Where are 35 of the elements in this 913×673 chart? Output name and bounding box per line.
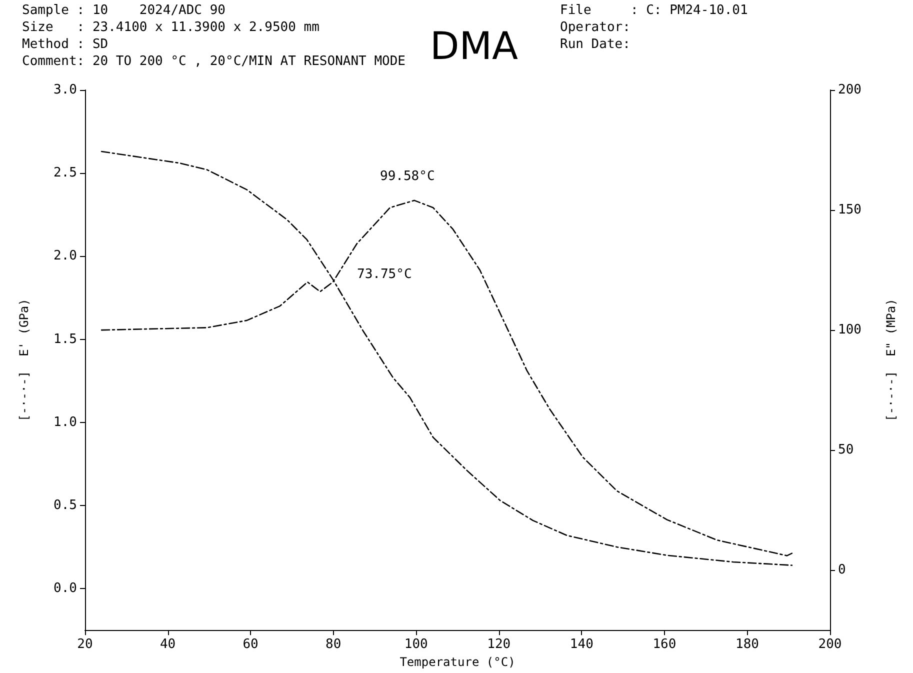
y-tick-label: 2.0 — [54, 248, 77, 264]
x-tick-label: 60 — [242, 637, 258, 652]
y-tick-label: 2.5 — [54, 166, 77, 181]
annotation: 99.58°C — [380, 169, 435, 184]
text: File : C: PM24-10.01 — [560, 3, 748, 18]
y2-tick-label: 50 — [838, 442, 854, 458]
x-tick-label: 100 — [404, 637, 428, 652]
x-tick-label: 20 — [77, 637, 93, 652]
y-tick-label: 1.0 — [54, 414, 77, 430]
text: Operator: — [560, 20, 630, 35]
x-axis-title: Temperature (°C) — [400, 655, 516, 669]
y2-tick-label: 200 — [838, 82, 862, 98]
y-axis-title: [-·-·-] E' (GPa) — [17, 298, 31, 422]
x-tick-label: 200 — [818, 637, 842, 652]
x-tick-label: 80 — [326, 637, 342, 652]
annotation: 73.75°C — [357, 267, 412, 282]
y2-tick-label: 100 — [838, 322, 862, 338]
y-tick-label: 3.0 — [54, 82, 77, 98]
chart-title: DMA — [430, 24, 518, 68]
y-tick-label: 0.0 — [54, 581, 77, 596]
text: Sample : 10 2024/ADC 90 — [22, 3, 226, 18]
x-tick-label: 120 — [487, 637, 511, 652]
text: Run Date: — [560, 37, 630, 52]
text: Method : SD — [22, 37, 108, 52]
x-tick-label: 140 — [570, 637, 594, 652]
text: Size : 23.4100 x 11.3900 x 2.9500 mm — [22, 20, 320, 35]
y-tick-label: 0.5 — [54, 498, 77, 513]
x-tick-label: 40 — [160, 637, 176, 652]
y2-tick-label: 150 — [838, 202, 862, 218]
x-tick-label: 160 — [652, 637, 676, 652]
x-tick-label: 180 — [735, 637, 759, 652]
y2-tick-label: 0 — [838, 562, 846, 578]
y2-axis-title: [-·-·-] E" (MPa) — [884, 298, 898, 422]
y-tick-label: 1.5 — [54, 332, 77, 347]
text: Comment: 20 TO 200 °C , 20°C/MIN AT RESONANT MODE — [22, 54, 406, 69]
